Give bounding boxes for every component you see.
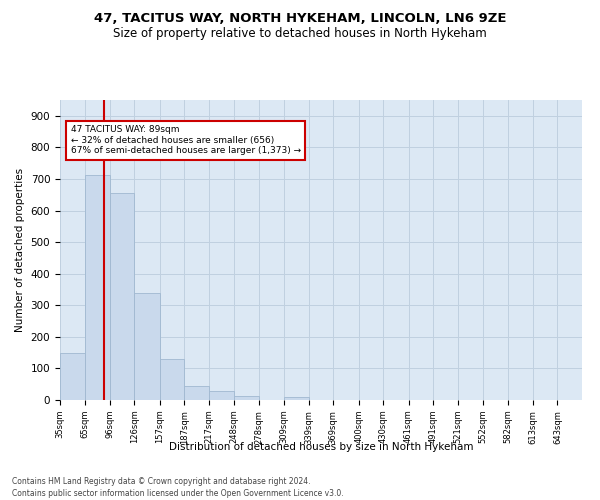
Y-axis label: Number of detached properties: Number of detached properties — [15, 168, 25, 332]
Bar — [234, 396, 259, 400]
Text: Contains HM Land Registry data © Crown copyright and database right 2024.: Contains HM Land Registry data © Crown c… — [12, 478, 311, 486]
Text: 47, TACITUS WAY, NORTH HYKEHAM, LINCOLN, LN6 9ZE: 47, TACITUS WAY, NORTH HYKEHAM, LINCOLN,… — [94, 12, 506, 26]
Bar — [110, 193, 134, 400]
Bar — [60, 352, 85, 400]
Bar — [134, 292, 160, 400]
Bar — [160, 359, 184, 400]
Text: Contains public sector information licensed under the Open Government Licence v3: Contains public sector information licen… — [12, 489, 344, 498]
Text: Size of property relative to detached houses in North Hykeham: Size of property relative to detached ho… — [113, 28, 487, 40]
Bar — [284, 398, 309, 400]
Bar — [184, 386, 209, 400]
Bar — [209, 390, 234, 400]
Text: 47 TACITUS WAY: 89sqm
← 32% of detached houses are smaller (656)
67% of semi-det: 47 TACITUS WAY: 89sqm ← 32% of detached … — [71, 126, 301, 155]
Text: Distribution of detached houses by size in North Hykeham: Distribution of detached houses by size … — [169, 442, 473, 452]
Bar — [85, 174, 110, 400]
